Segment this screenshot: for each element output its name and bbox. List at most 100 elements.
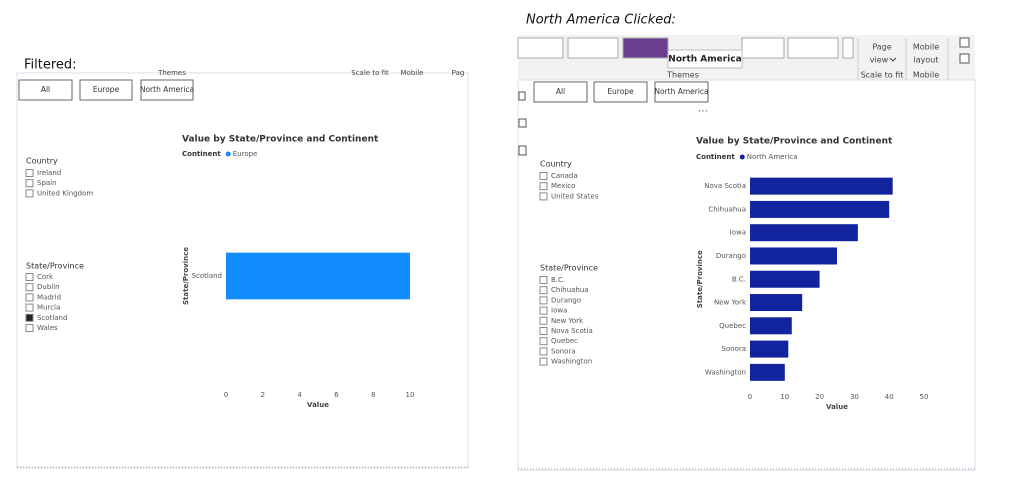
ribbon-label[interactable]: Themes: [157, 69, 186, 77]
y-tick-label: Sonora: [721, 345, 746, 353]
checkbox[interactable]: [25, 273, 34, 281]
ribbon-label[interactable]: Themes: [666, 71, 699, 80]
slicer-item[interactable]: Sonora: [551, 347, 576, 355]
y-tick-label: Iowa: [730, 229, 746, 237]
ribbon-label[interactable]: view: [870, 56, 889, 65]
checkbox[interactable]: [539, 172, 548, 180]
bar[interactable]: [750, 340, 789, 358]
theme-swatches[interactable]: [517, 37, 854, 59]
legend-label: Europe: [233, 150, 258, 158]
legend-marker: [739, 154, 745, 160]
slicer-item[interactable]: Dublin: [37, 283, 60, 291]
filter-button-label[interactable]: All: [556, 87, 565, 96]
slicer-item[interactable]: New York: [551, 317, 584, 325]
legend-marker: [225, 151, 231, 157]
checkbox[interactable]: [539, 316, 548, 325]
checkbox[interactable]: [25, 189, 34, 198]
ribbon-label[interactable]: Page: [872, 43, 891, 52]
slicer-title: State/Province: [540, 264, 598, 273]
checkbox[interactable]: [25, 283, 34, 292]
chart-title: Value by State/Province and Continent: [696, 137, 893, 147]
filter-button[interactable]: [79, 79, 133, 101]
legend-label: North America: [747, 153, 798, 161]
slicer-item[interactable]: United States: [551, 192, 599, 200]
checkbox[interactable]: [539, 296, 548, 305]
ribbon-label[interactable]: Scale to fit: [351, 69, 389, 77]
ribbon-label[interactable]: layout: [914, 56, 939, 65]
checkbox[interactable]: [539, 347, 548, 356]
bar[interactable]: [750, 363, 785, 381]
filter-button-label[interactable]: North America: [654, 87, 708, 96]
slicer-item[interactable]: Spain: [37, 179, 57, 187]
slicer-item[interactable]: Ireland: [37, 169, 61, 177]
slicer-item[interactable]: Mexico: [551, 182, 575, 190]
slicer-item[interactable]: Madrid: [37, 293, 61, 301]
slicer-item[interactable]: Iowa: [551, 307, 567, 315]
checkbox[interactable]: [25, 293, 34, 302]
bar[interactable]: [750, 294, 803, 312]
x-tick-label: 10: [780, 393, 789, 401]
slicer-item[interactable]: Canada: [551, 172, 578, 180]
side-icons[interactable]: [518, 91, 527, 156]
x-tick-label: 6: [334, 391, 339, 399]
filter-button-label[interactable]: Europe: [607, 87, 634, 96]
checkbox[interactable]: [25, 313, 34, 322]
caption: North America Clicked:: [526, 13, 676, 28]
checkbox[interactable]: [539, 286, 548, 295]
y-tick-label: Durango: [716, 252, 746, 260]
checkbox[interactable]: [25, 179, 34, 188]
filter-button[interactable]: [593, 81, 648, 103]
y-tick-label: Nova Scotia: [704, 182, 746, 190]
slicer-item[interactable]: Washington: [551, 358, 592, 366]
x-tick-label: 8: [371, 391, 375, 399]
ribbon-label[interactable]: Mobile: [913, 43, 939, 52]
y-tick-label: B.C.: [732, 275, 746, 283]
bar[interactable]: [750, 177, 893, 195]
slicer-item[interactable]: Cork: [37, 273, 54, 281]
filter-button[interactable]: [654, 81, 709, 103]
ribbon-label[interactable]: Scale to fit: [861, 71, 904, 80]
slicer-item[interactable]: United Kingdom: [37, 189, 93, 197]
filter-button-label[interactable]: North America: [140, 85, 194, 94]
filter-button[interactable]: [140, 79, 194, 101]
filter-button-label[interactable]: Europe: [93, 85, 120, 94]
checkbox[interactable]: [539, 337, 548, 346]
checkbox[interactable]: [539, 327, 548, 335]
bar[interactable]: [750, 247, 837, 265]
y-tick-label: New York: [714, 299, 747, 307]
filter-button-label[interactable]: All: [41, 85, 50, 94]
y-axis-label: State/Province: [182, 247, 190, 305]
slicer-title: Country: [26, 157, 58, 166]
slicer-item[interactable]: B.C.: [551, 276, 565, 284]
bar[interactable]: [750, 224, 858, 242]
checkbox[interactable]: [539, 182, 548, 191]
slicer-item[interactable]: Quebec: [551, 337, 578, 345]
checkbox[interactable]: [539, 192, 548, 201]
filter-button[interactable]: [18, 79, 73, 101]
ribbon-label[interactable]: Mobile: [401, 69, 424, 77]
tooltip: [667, 49, 743, 69]
slicer-item[interactable]: Durango: [551, 296, 581, 304]
more-options[interactable]: ⋯: [698, 106, 708, 117]
bar[interactable]: [750, 200, 890, 218]
x-axis-label: Value: [826, 403, 848, 411]
ribbon-label[interactable]: Mobile: [913, 71, 939, 80]
checkbox[interactable]: [539, 357, 548, 366]
slicer-item[interactable]: Chihuahua: [551, 286, 589, 294]
checkbox[interactable]: [25, 324, 34, 332]
filter-button[interactable]: [533, 81, 588, 103]
checkbox[interactable]: [539, 306, 548, 315]
checkbox[interactable]: [25, 303, 34, 312]
slicer-item[interactable]: Scotland: [37, 314, 67, 322]
bar[interactable]: [226, 252, 410, 300]
bar[interactable]: [750, 270, 820, 288]
slicer-item[interactable]: Murcia: [37, 304, 60, 312]
bar[interactable]: [750, 317, 792, 335]
x-tick-label: 50: [920, 393, 929, 401]
checkbox[interactable]: [25, 169, 34, 177]
ribbon-label[interactable]: Pag: [452, 69, 465, 77]
checkbox[interactable]: [539, 276, 548, 284]
slicer-item[interactable]: Nova Scotia: [551, 327, 593, 335]
slicer-item[interactable]: Wales: [37, 324, 58, 332]
